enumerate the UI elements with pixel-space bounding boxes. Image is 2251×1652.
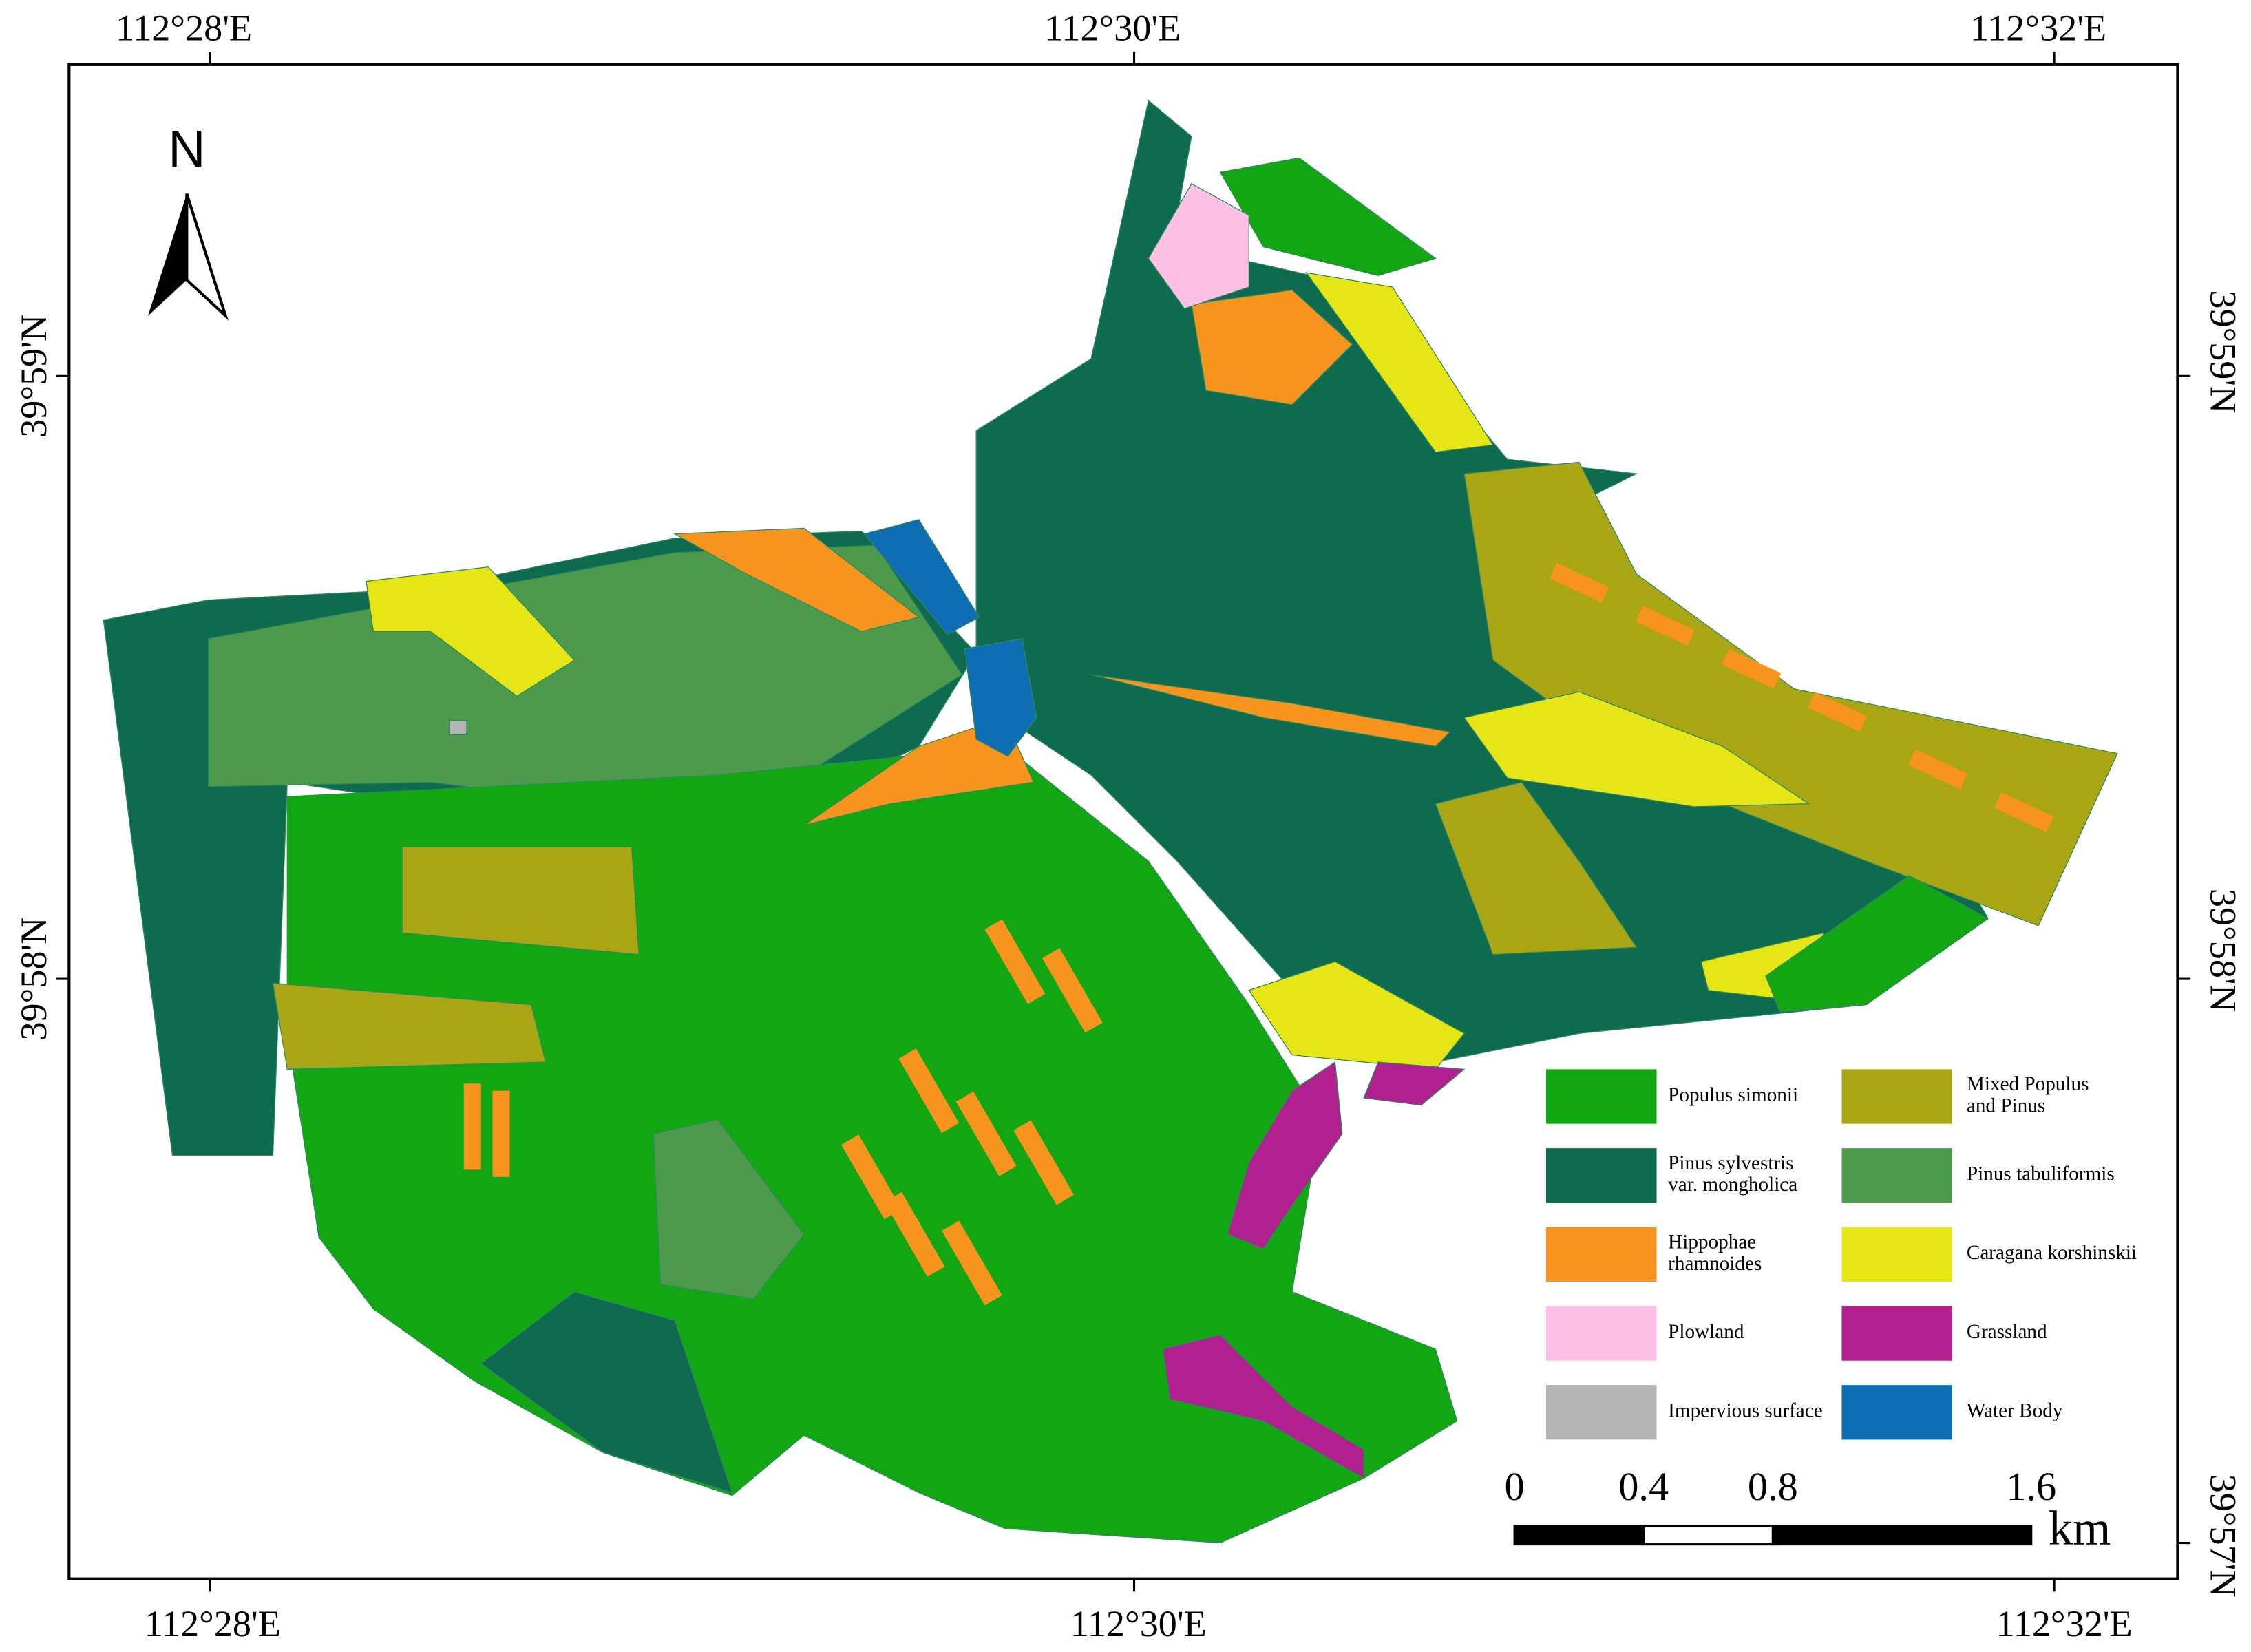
- mixed-area: [401, 846, 640, 955]
- populus-area: [1219, 157, 1437, 276]
- legend-swatch: [1545, 1227, 1657, 1282]
- legend-label: Impervious surface: [1668, 1399, 1823, 1421]
- scale-segment: [1642, 1524, 1774, 1546]
- caragana-area: [1305, 272, 1494, 453]
- north-arrow: N: [148, 120, 229, 321]
- legend-label: Pinus sylvestris: [1668, 1152, 1793, 1174]
- mixed-area: [272, 982, 547, 1070]
- legend-swatch: [1545, 1069, 1657, 1124]
- legend-swatch: [1545, 1385, 1657, 1440]
- grassland-area: [1363, 1061, 1466, 1106]
- caragana-area: [1463, 691, 1810, 807]
- grassland-area: [1162, 1334, 1364, 1479]
- legend-swatch: [1841, 1385, 1953, 1440]
- latitude-label: 39°59'N: [13, 315, 54, 438]
- water-area: [964, 638, 1037, 757]
- longitude-label: 112°32'E: [1996, 1603, 2133, 1644]
- legend-swatch: [1841, 1148, 1953, 1203]
- scale-label: 1.6: [2006, 1464, 2056, 1509]
- legend-swatch: [1841, 1227, 1953, 1282]
- legend-label: Pinus tabuliformis: [1967, 1163, 2115, 1185]
- scale-segment: [1513, 1524, 1645, 1546]
- legend-label: Water Body: [1967, 1399, 2063, 1421]
- hippophae-area: [673, 527, 920, 633]
- hippophae-strips: [463, 562, 2054, 1306]
- legend-swatch: [1545, 1148, 1657, 1203]
- scale-bar: 0 0.4 0.8 1.6km: [1504, 1464, 2111, 1556]
- mixed-area: [1435, 781, 1638, 955]
- legend-label: Plowland: [1668, 1321, 1744, 1343]
- scale-unit: km: [2049, 1502, 2111, 1556]
- frame-ticks: [56, 52, 2191, 1592]
- legend-label: Grassland: [1967, 1321, 2047, 1343]
- latitude-label: 39°57'N: [2202, 1474, 2243, 1598]
- hippophae-area: [1191, 289, 1353, 405]
- latitude-label: 39°59'N: [2202, 290, 2243, 413]
- water-area: [863, 519, 980, 635]
- caragana-area: [1248, 961, 1466, 1070]
- hippophae-area: [803, 717, 1035, 826]
- populus-area: [1765, 875, 1989, 1013]
- longitude-label: 112°30'E: [1070, 1603, 1207, 1644]
- pinus-tabuliformis-area: [653, 1119, 805, 1300]
- legend-label: Populus simonii: [1668, 1084, 1798, 1106]
- hippophae-area: [1090, 674, 1451, 747]
- legend-label: and Pinus: [1967, 1094, 2045, 1116]
- legend-label: rhamnoides: [1668, 1253, 1762, 1275]
- longitude-label: 112°32'E: [1970, 7, 2106, 48]
- legend-label: var. mongholica: [1668, 1174, 1797, 1196]
- land-cover: [103, 99, 2118, 1544]
- longitude-label: 112°28'E: [145, 1603, 281, 1644]
- legend-label: Hippophae: [1668, 1231, 1756, 1253]
- longitude-label: 112°30'E: [1044, 7, 1181, 48]
- north-label: N: [168, 120, 205, 178]
- legend-label: Mixed Populus: [1967, 1073, 2089, 1095]
- scale-label: 0: [1504, 1464, 1524, 1509]
- plowland-area: [1148, 183, 1249, 310]
- longitude-label: 112°28'E: [116, 7, 252, 48]
- latitude-label: 39°58'N: [13, 918, 54, 1041]
- north-arrow-right: [185, 193, 229, 321]
- legend-swatch: [1841, 1069, 1953, 1124]
- scale-label: 0.8: [1748, 1464, 1798, 1509]
- legend-label: Caragana korshinskii: [1967, 1242, 2137, 1264]
- scale-segment: [1771, 1524, 2033, 1546]
- grassland-area: [1227, 1061, 1343, 1249]
- scale-label: 0.4: [1618, 1464, 1669, 1509]
- impervious-area: [449, 720, 467, 736]
- latitude-label: 39°58'N: [2202, 889, 2243, 1012]
- legend-swatch: [1545, 1306, 1657, 1361]
- north-arrow-left: [148, 193, 187, 316]
- caragana-area: [366, 566, 575, 697]
- pinus-sylvestris-area: [480, 1291, 733, 1494]
- legend-swatch: [1841, 1306, 1953, 1361]
